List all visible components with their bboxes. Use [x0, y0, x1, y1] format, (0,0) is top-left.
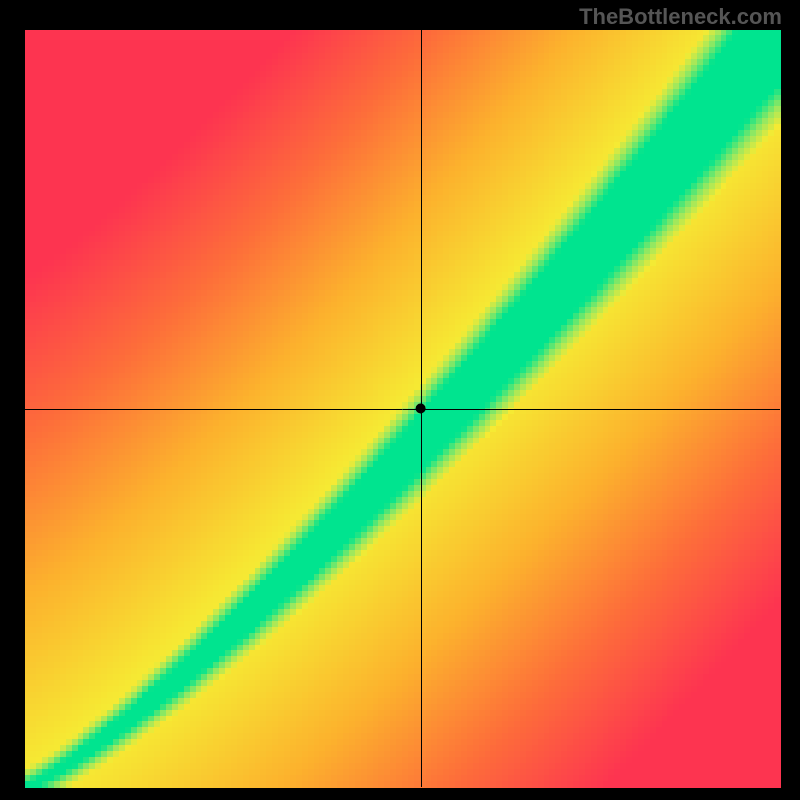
bottleneck-heatmap-canvas [0, 0, 800, 800]
watermark-text: TheBottleneck.com [579, 4, 782, 30]
chart-root: TheBottleneck.com [0, 0, 800, 800]
